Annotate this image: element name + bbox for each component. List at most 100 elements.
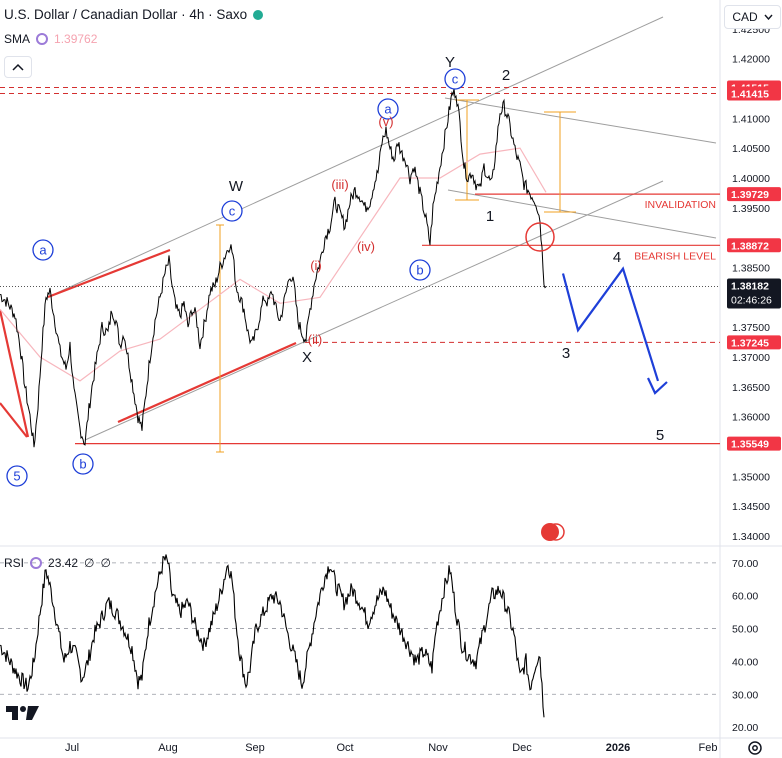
- wave-circle: c: [221, 200, 243, 222]
- projection-group: [561, 266, 668, 395]
- rsi-tick-label: 40.00: [732, 656, 758, 668]
- price-tag-box: [727, 335, 781, 350]
- collapse-indicators-button[interactable]: [4, 56, 32, 78]
- wave-circle-label: a: [39, 243, 47, 258]
- time-tick-label: Oct: [336, 742, 353, 754]
- price-tag-label: 1.38872: [731, 240, 769, 252]
- wave-circle: a: [377, 98, 399, 120]
- wave-number: 4: [613, 249, 621, 266]
- wave-red-label: (i): [310, 258, 322, 273]
- sma-line-group: [0, 147, 547, 382]
- wave-circle: b: [409, 259, 431, 281]
- wave-letter: Y: [445, 54, 455, 71]
- price-tag-label: 1.37245: [731, 337, 769, 349]
- rsi-tick-label: 20.00: [732, 722, 758, 734]
- rsi-tick-label: 70.00: [732, 558, 758, 570]
- rsi-tick-label: 50.00: [732, 624, 758, 636]
- chevron-down-icon: [764, 14, 773, 20]
- rsi-extra-1: ∅: [84, 556, 95, 570]
- sma-label[interactable]: SMA: [4, 32, 31, 46]
- time-tick-label: Nov: [428, 742, 448, 754]
- wave-circle-ring: [32, 239, 54, 261]
- wave-circle-label: 5: [13, 469, 20, 484]
- wave-number: 1: [486, 208, 494, 225]
- tradingview-logo[interactable]: [6, 704, 40, 720]
- price-tag-box: [727, 278, 781, 309]
- wave-red-label: (ii): [308, 332, 322, 347]
- wave-circle-ring: [409, 259, 431, 281]
- channel-line: [47, 16, 664, 298]
- price-tick-label: 1.36500: [732, 382, 770, 394]
- wave-red-label: (v): [378, 114, 393, 129]
- wave-circle-ring: [377, 98, 399, 120]
- red-trend-line: [0, 402, 28, 438]
- price-tick-label: 1.40000: [732, 173, 770, 185]
- sma-value: 1.39762: [54, 32, 98, 46]
- red-trend-line: [117, 341, 297, 424]
- price-line: [0, 88, 547, 448]
- price-tag-box: [727, 86, 781, 101]
- rsi-tick-label: 60.00: [732, 591, 758, 603]
- wave-number: 5: [656, 427, 664, 444]
- wave-circle-ring: [221, 200, 243, 222]
- price-tick-label: 1.37500: [732, 322, 770, 334]
- wave-circle-label: b: [416, 263, 423, 278]
- currency-label: CAD: [732, 10, 758, 24]
- currency-button[interactable]: CAD: [724, 5, 781, 29]
- wave-circle-label: a: [384, 102, 392, 117]
- chevron-up-icon: [12, 63, 24, 71]
- event-flag-icon: [541, 523, 559, 541]
- settings-gear-icon[interactable]: [746, 739, 764, 757]
- price-tag-label: 1.38182: [731, 280, 769, 292]
- channel-line: [84, 180, 664, 441]
- rsi-line: [0, 554, 545, 718]
- sma-line: [0, 147, 547, 382]
- wave-circle-label: c: [229, 204, 236, 219]
- rsi-tick-label: 30.00: [732, 689, 758, 701]
- price-tick-label: 1.42000: [732, 54, 770, 66]
- axes: 1.42000 1.41000 1.40500 1.40000 1.39500 1.385…: [65, 24, 781, 754]
- channel-line: [444, 97, 717, 144]
- price-tick-label: 1.41000: [732, 113, 770, 125]
- time-tick-label: Feb: [699, 742, 718, 754]
- time-tick-label: Aug: [158, 742, 178, 754]
- loading-spinner-icon: [36, 33, 49, 45]
- loading-spinner-icon: [30, 557, 43, 569]
- wave-circle: c: [444, 68, 466, 90]
- wave-circle: 5: [6, 465, 28, 487]
- red-trend-line: [0, 309, 30, 438]
- price-tag-box: [727, 238, 781, 253]
- wave-circle-label: b: [79, 457, 86, 472]
- projection-arrowhead: [647, 377, 668, 395]
- channel-lines: [0, 16, 717, 441]
- price-tag-label: 1.41415: [731, 89, 769, 101]
- wave-letter: X: [302, 349, 312, 366]
- time-tick-label: Sep: [245, 742, 265, 754]
- rsi-header: RSI 23.42 ∅ ∅: [4, 556, 111, 570]
- red-trend-line: [47, 248, 171, 299]
- price-tick-label: 1.34000: [732, 531, 770, 543]
- projection-path: [561, 266, 660, 382]
- price-tick-label: 1.39500: [732, 203, 770, 215]
- wave-circle-ring: [444, 68, 466, 90]
- price-tick-label: 1.37000: [732, 352, 770, 364]
- price-tag-box: [727, 436, 781, 451]
- rsi-label[interactable]: RSI: [4, 556, 25, 570]
- channel-line: [447, 189, 717, 239]
- price-tick-label: 1.34500: [732, 501, 770, 513]
- bearish-level-label: BEARISH LEVEL: [634, 250, 716, 262]
- chart-header: U.S. Dollar / Canadian Dollar · 4h · Sax…: [0, 0, 720, 58]
- wave-number: 2: [502, 67, 510, 84]
- price-tag-label: 1.39729: [731, 189, 769, 201]
- wave-red-label: (iii): [331, 177, 348, 192]
- symbol-title[interactable]: U.S. Dollar / Canadian Dollar · 4h · Sax…: [4, 7, 248, 22]
- wave-circle: a: [32, 239, 54, 261]
- wave-circle-ring: [72, 453, 94, 475]
- price-tag-countdown: 02:46:26: [731, 294, 772, 306]
- price-tick-label: 1.36000: [732, 412, 770, 424]
- time-tick-label: Jul: [65, 742, 79, 754]
- rsi-extra-2: ∅: [100, 556, 111, 570]
